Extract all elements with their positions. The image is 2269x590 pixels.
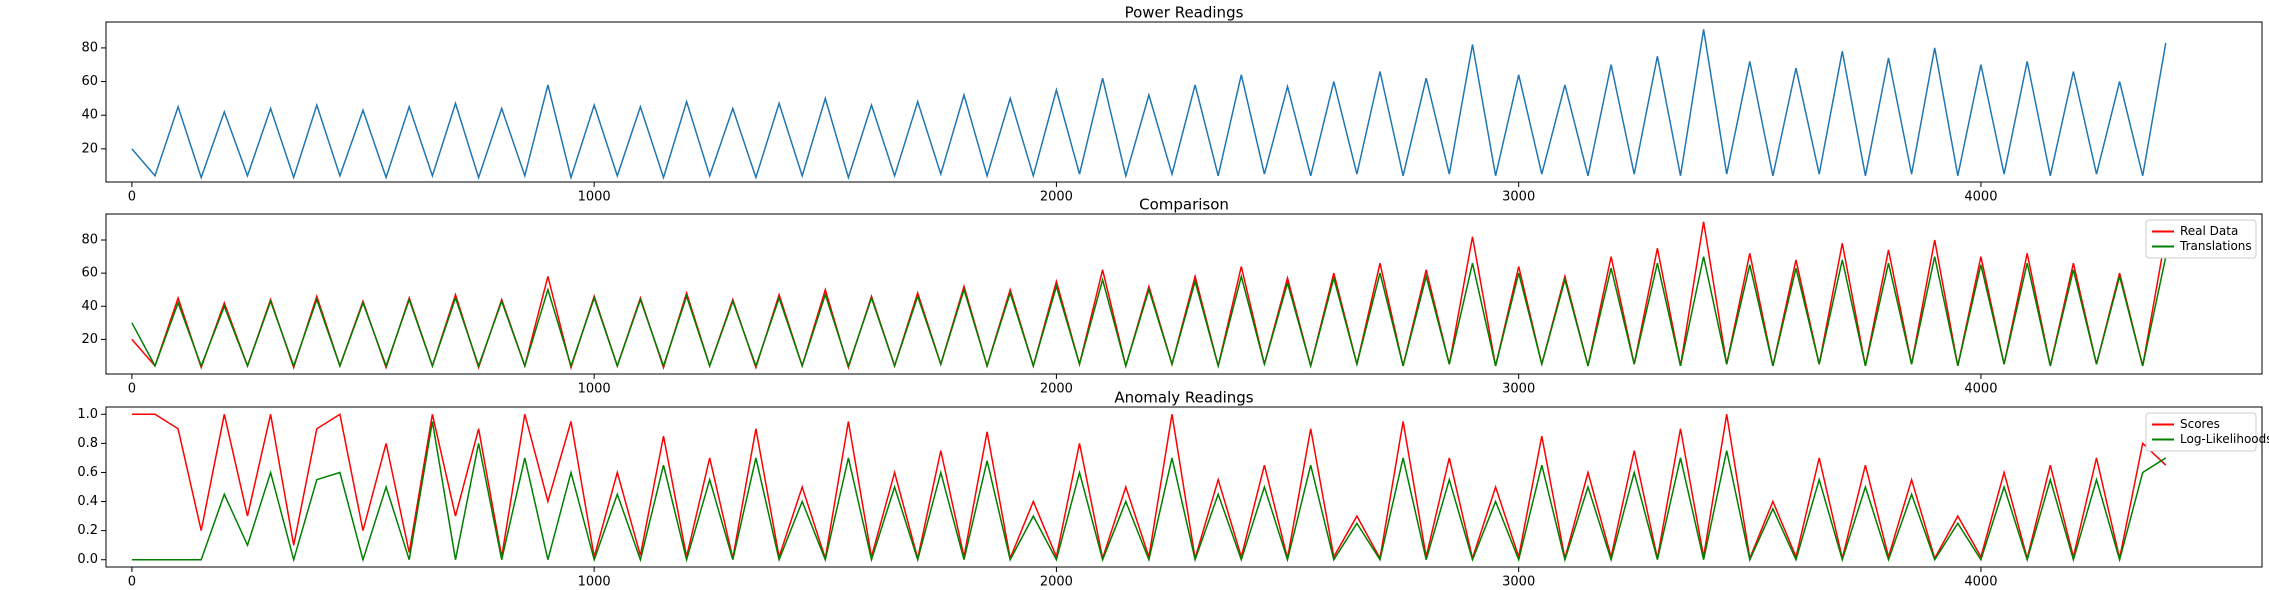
y-tick-label: 1.0	[77, 407, 98, 422]
x-tick-label: 3000	[1502, 575, 1535, 590]
x-tick-label: 4000	[1964, 190, 1997, 205]
x-tick-label: 0	[128, 382, 136, 397]
chart-title: Comparison	[1139, 196, 1229, 214]
x-tick-label: 4000	[1964, 575, 1997, 590]
series-line	[131, 256, 2167, 369]
legend-box	[2145, 412, 2257, 452]
x-tick-label: 1000	[578, 575, 611, 590]
axes-frame	[105, 406, 2263, 568]
x-tick-label: 0	[128, 575, 136, 590]
y-tick-label: 0.0	[77, 552, 98, 567]
legend-label: Real Data	[2180, 224, 2238, 238]
x-tick-label: 2000	[1040, 575, 1073, 590]
y-tick-label: 80	[81, 233, 98, 248]
x-tick-label: 3000	[1502, 190, 1535, 205]
chart-title: Power Readings	[1125, 4, 1244, 22]
series-line	[131, 29, 2167, 181]
y-tick-label: 20	[81, 141, 98, 156]
y-tick-label: 0.2	[77, 523, 98, 538]
y-tick-label: 40	[81, 108, 98, 123]
x-tick-label: 3000	[1502, 382, 1535, 397]
y-tick-label: 0.8	[77, 436, 98, 451]
x-tick-label: 2000	[1040, 190, 1073, 205]
axes-frame	[105, 21, 2263, 183]
y-tick-label: 80	[81, 40, 98, 55]
x-tick-label: 4000	[1964, 382, 1997, 397]
y-tick-label: 20	[81, 332, 98, 347]
y-tick-label: 40	[81, 299, 98, 314]
legend-box	[2145, 219, 2257, 259]
y-tick-label: 60	[81, 74, 98, 89]
y-tick-label: 0.6	[77, 465, 98, 480]
legend-label: Translations	[2179, 239, 2252, 253]
x-tick-label: 2000	[1040, 382, 1073, 397]
series-line	[131, 413, 2167, 562]
y-tick-label: 60	[81, 266, 98, 281]
y-tick-label: 0.4	[77, 494, 98, 509]
legend-label: Log-Likelihoods	[2180, 432, 2269, 446]
x-tick-label: 0	[128, 190, 136, 205]
chart-title: Anomaly Readings	[1114, 389, 1253, 407]
axes-frame	[105, 213, 2263, 375]
x-tick-label: 1000	[578, 382, 611, 397]
x-tick-label: 1000	[578, 190, 611, 205]
legend-label: Scores	[2180, 417, 2220, 431]
series-line	[131, 421, 2167, 563]
